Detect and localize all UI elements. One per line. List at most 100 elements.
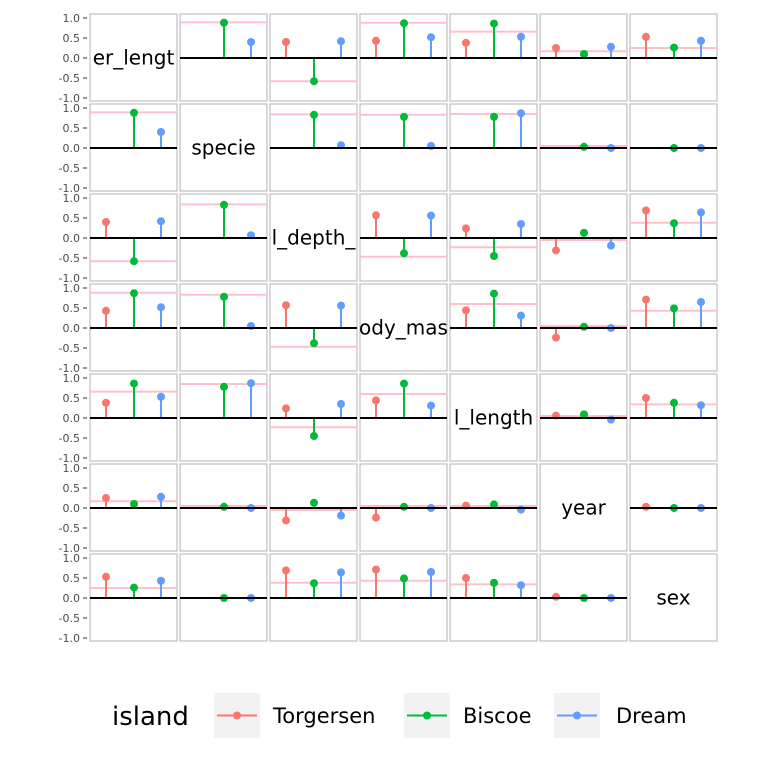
panel-content [360, 211, 447, 258]
point-dream [517, 311, 525, 320]
point-biscoe [490, 112, 498, 121]
point-biscoe [670, 43, 678, 52]
point-dream [157, 492, 165, 501]
point-dream [607, 241, 615, 250]
point-biscoe [130, 583, 138, 592]
point-torgersen [372, 565, 380, 574]
point-dream [517, 32, 525, 41]
panel-0-4 [449, 13, 538, 102]
point-torgersen [102, 218, 110, 226]
panel-6-2 [269, 553, 358, 642]
panel-content [180, 292, 267, 330]
point-torgersen [372, 513, 380, 522]
diagonal-label: sex [656, 586, 690, 610]
panel-6-0 [89, 553, 178, 642]
legend-label-biscoe: Biscoe [463, 704, 532, 728]
point-torgersen [282, 38, 290, 46]
point-dream [607, 42, 615, 51]
point-biscoe [310, 432, 318, 440]
panel-content [630, 394, 717, 419]
y-tick-label: 0.0 [63, 412, 81, 425]
panel-4-1 [179, 373, 268, 462]
point-biscoe [580, 142, 588, 151]
panel-4-2 [269, 373, 358, 462]
point-biscoe [220, 382, 228, 391]
point-biscoe [310, 77, 318, 86]
panel-frame [539, 463, 628, 552]
y-tick-label: 0.0 [63, 592, 81, 605]
panel-content [180, 200, 267, 240]
panel-0-3 [359, 13, 448, 102]
point-dream [337, 37, 345, 46]
panel-content [360, 565, 447, 599]
y-tick-label: 0.5 [63, 122, 81, 135]
point-torgersen [552, 44, 560, 52]
point-torgersen [462, 224, 470, 233]
panel-content [270, 498, 357, 525]
y-tick-label: 1.0 [63, 282, 81, 295]
diagonal-label: l_depth_ [272, 226, 357, 250]
diagonal-label: er_lengt [93, 46, 175, 70]
panel-content [270, 400, 357, 440]
panel-4-4: l_length [449, 373, 538, 462]
point-dream [247, 379, 255, 388]
panel-content [540, 592, 627, 602]
point-biscoe [670, 304, 678, 313]
point-biscoe [400, 19, 408, 28]
legend-point-dream [573, 711, 581, 720]
y-tick-label: -1.0 [59, 452, 80, 465]
point-biscoe [400, 249, 408, 258]
y-tick-label: -1.0 [59, 272, 80, 285]
point-biscoe [490, 19, 498, 28]
point-dream [517, 220, 525, 228]
point-biscoe [490, 500, 498, 509]
panel-content [90, 379, 177, 419]
panel-content [450, 289, 537, 329]
point-torgersen [282, 566, 290, 575]
panel-5-6 [629, 463, 718, 552]
point-torgersen [552, 333, 560, 342]
point-biscoe [130, 108, 138, 117]
legend-label-torgersen: Torgersen [272, 704, 375, 728]
point-torgersen [102, 306, 110, 315]
panel-6-3 [359, 553, 448, 642]
point-biscoe [310, 579, 318, 588]
panel-content [180, 502, 267, 512]
panel-5-1 [179, 463, 268, 552]
panel-content [270, 110, 357, 150]
y-tick-label: 0.0 [63, 232, 81, 245]
panel-4-6 [629, 373, 718, 462]
legend-point-biscoe [423, 711, 431, 720]
y-tick-label: 1.0 [63, 552, 81, 565]
y-tick-label: 0.0 [63, 502, 81, 515]
panel-content [450, 220, 537, 260]
point-biscoe [310, 498, 318, 507]
y-tick-label: -0.5 [59, 432, 80, 445]
panel-content [450, 109, 537, 149]
panel-content [360, 19, 447, 59]
point-biscoe [670, 219, 678, 228]
point-torgersen [102, 494, 110, 502]
point-biscoe [400, 379, 408, 388]
point-torgersen [282, 404, 290, 413]
panel-1-4 [449, 103, 538, 192]
panel-5-0 [89, 463, 178, 552]
panel-content [540, 410, 627, 424]
point-torgersen [642, 295, 650, 304]
panel-1-1: specie [179, 103, 268, 192]
panel-grid: 1.00.50.0-0.5-1.01.00.50.0-0.5-1.01.00.5… [59, 12, 718, 645]
y-tick-label: -1.0 [59, 182, 80, 195]
point-dream [337, 568, 345, 577]
y-tick-label: 1.0 [63, 12, 81, 25]
point-biscoe [670, 398, 678, 407]
panel-1-5 [539, 103, 628, 192]
panel-2-5 [539, 193, 628, 282]
panel-content [630, 32, 717, 59]
point-biscoe [490, 252, 498, 260]
panel-content [90, 492, 177, 509]
panel-5-2 [269, 463, 358, 552]
point-dream [157, 128, 165, 136]
panel-1-6 [629, 103, 718, 192]
y-tick-label: 1.0 [63, 102, 81, 115]
panel-content [270, 301, 357, 348]
